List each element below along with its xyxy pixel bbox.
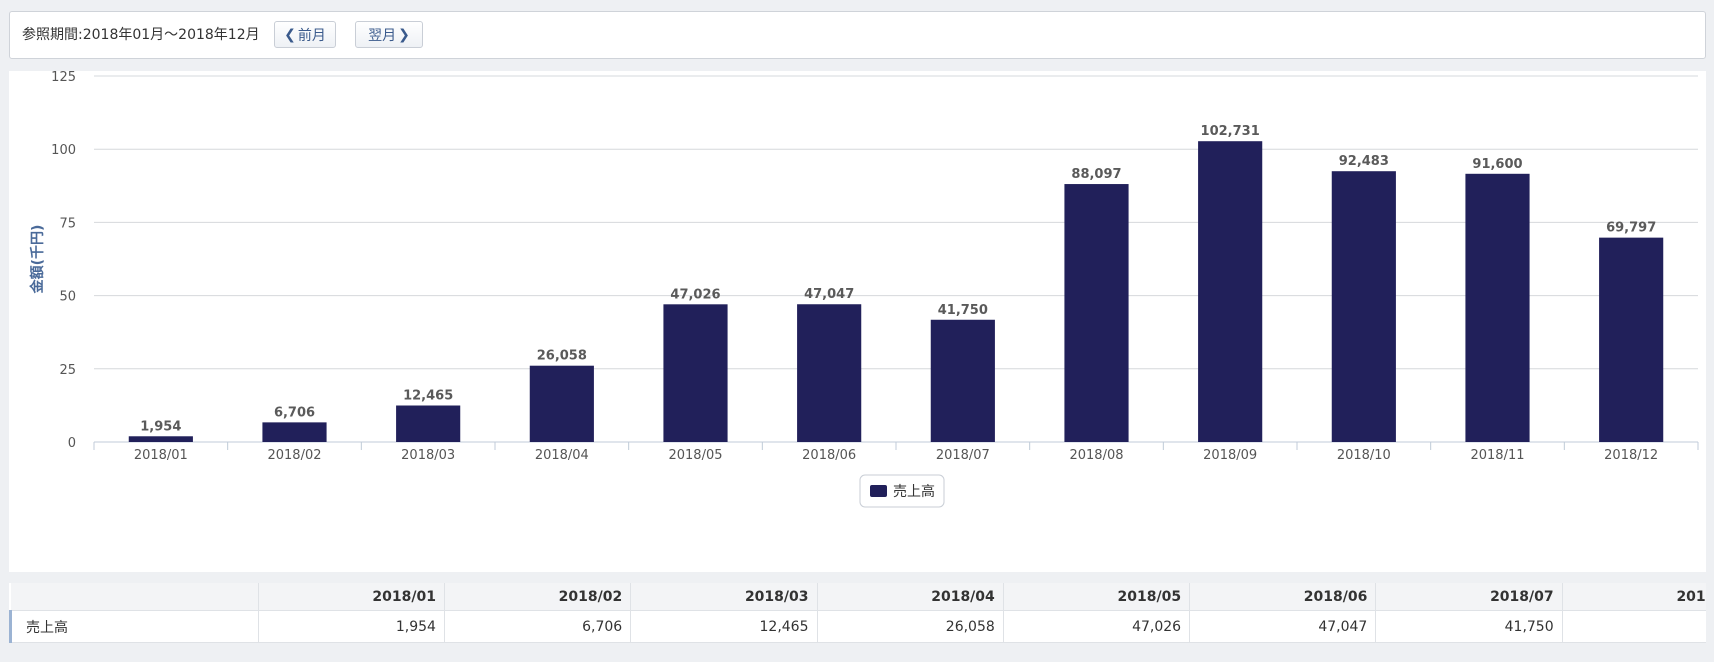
table-header-row: 2018/01 2018/02 2018/03 2018/04 2018/05 2018/… (10, 583, 1706, 611)
y-tick-label: 75 (59, 216, 76, 231)
bar (128, 436, 193, 442)
legend-box (859, 474, 945, 508)
table-cell: 26,058 (817, 610, 1004, 643)
data-label: 102,731 (1201, 124, 1260, 139)
table-header-cell: 2018/07 (1375, 583, 1563, 611)
bar (1064, 184, 1129, 442)
bar (1198, 141, 1263, 443)
x-tick-label: 2018/04 (535, 448, 589, 463)
x-tick-label: 2018/05 (668, 448, 722, 463)
data-label: 6,706 (274, 405, 315, 420)
table-header-cell: 2018/08 (1562, 583, 1706, 611)
bar (1599, 237, 1664, 442)
period-toolbar: 参照期間:2018年01月～2018年12月 ❮ 前月 翌月 ❯ (9, 11, 1706, 59)
x-tick-label: 2018/11 (1470, 448, 1524, 463)
table-header-blank (10, 583, 259, 611)
data-label: 91,600 (1472, 157, 1522, 172)
bar (797, 304, 862, 442)
x-tick-label: 2018/01 (134, 448, 188, 463)
x-tick-label: 2018/08 (1069, 448, 1123, 463)
x-tick-label: 2018/07 (936, 448, 990, 463)
y-axis-title: 金額(千円) (29, 225, 46, 295)
data-label: 26,058 (537, 349, 587, 364)
table-row: 売上高 1,954 6,706 12,465 26,058 47,026 47,047 41,… (9, 610, 1706, 643)
chevron-left-icon: ❮ (284, 26, 296, 43)
table-header-cell: 2018/05 (1003, 583, 1191, 611)
x-tick-label: 2018/09 (1203, 448, 1257, 463)
period-label: 参照期間:2018年01月～2018年12月 (22, 27, 260, 43)
sales-bar-chart: 0 25 50 75 100 125 金額(千円) 1,954 2018/01 6,706 2018… (29, 70, 1699, 508)
table-cell (1562, 610, 1706, 643)
table-header-cell: 2018/04 (817, 583, 1004, 611)
y-tick-label: 125 (51, 71, 76, 85)
data-label: 1,954 (140, 419, 181, 434)
sales-data-table: 2018/01 2018/02 2018/03 2018/04 2018/05 2018/… (9, 583, 1706, 643)
y-tick-label: 0 (68, 436, 76, 451)
bar (529, 365, 594, 442)
x-tick-label: 2018/12 (1604, 448, 1658, 463)
bar (663, 304, 728, 442)
bar (262, 422, 327, 442)
data-label: 88,097 (1071, 167, 1121, 182)
next-month-button[interactable]: 翌月 ❯ (355, 21, 423, 48)
bar (396, 405, 461, 442)
table-cell: 47,026 (1003, 610, 1191, 643)
table-header-cell: 2018/06 (1189, 583, 1377, 611)
table-cell: 6,706 (444, 610, 632, 643)
table-row-label: 売上高 (9, 610, 259, 643)
table-header-cell: 2018/03 (630, 583, 818, 611)
chevron-right-icon: ❯ (398, 26, 410, 43)
y-tick-label: 25 (59, 363, 76, 378)
legend-label: 売上高 (893, 483, 935, 500)
table-cell: 1,954 (258, 610, 445, 643)
table-cell: 47,047 (1189, 610, 1377, 643)
table-header-cell: 2018/01 (258, 583, 445, 611)
table-cell: 41,750 (1375, 610, 1563, 643)
y-tick-label: 50 (59, 290, 76, 305)
bar (1331, 171, 1396, 442)
x-tick-label: 2018/06 (802, 448, 856, 463)
data-label: 12,465 (403, 389, 453, 404)
x-tick-label: 2018/03 (401, 448, 455, 463)
data-label: 41,750 (938, 303, 988, 318)
table-header-cell: 2018/02 (444, 583, 632, 611)
chart-panel: 0 25 50 75 100 125 金額(千円) 1,954 2018/01 6,706 2018… (9, 70, 1706, 572)
prev-month-button[interactable]: ❮ 前月 (274, 21, 336, 48)
data-label: 47,047 (804, 287, 854, 302)
prev-month-label: 前月 (297, 27, 326, 44)
data-label: 47,026 (670, 287, 720, 302)
y-tick-label: 100 (51, 143, 76, 158)
bar (1465, 173, 1530, 442)
legend-swatch (870, 485, 887, 497)
x-tick-label: 2018/02 (267, 448, 321, 463)
data-table-panel: 2018/01 2018/02 2018/03 2018/04 2018/05 2018/… (9, 583, 1706, 643)
x-tick-label: 2018/10 (1337, 448, 1391, 463)
data-label: 69,797 (1606, 221, 1656, 236)
data-label: 92,483 (1339, 154, 1389, 169)
next-month-label: 翌月 (368, 27, 397, 44)
bar (930, 319, 995, 442)
table-cell: 12,465 (630, 610, 818, 643)
